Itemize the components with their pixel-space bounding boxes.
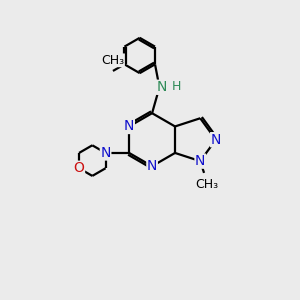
Text: O: O	[74, 161, 85, 175]
Text: N: N	[157, 80, 167, 94]
Text: N: N	[211, 133, 221, 147]
Text: N: N	[147, 159, 157, 173]
Text: H: H	[172, 80, 181, 93]
Text: N: N	[100, 146, 111, 160]
Text: CH₃: CH₃	[101, 54, 124, 67]
Text: N: N	[124, 119, 134, 134]
Text: N: N	[195, 154, 206, 168]
Text: CH₃: CH₃	[195, 178, 218, 191]
